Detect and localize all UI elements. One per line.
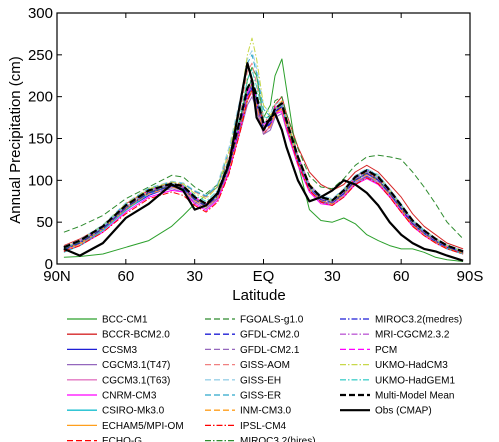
series-lines	[63, 37, 464, 262]
series-line-17	[63, 83, 464, 253]
legend-label-6: CSIRO-Mk3.0	[102, 406, 165, 417]
legend-label-3: CGCM3.1(T47)	[102, 360, 170, 371]
series-line-19	[63, 84, 464, 252]
x-tick-label: 90N	[43, 268, 71, 285]
axes: 0 50 100 150 200 250 300 90N 60 30 EQ 30 60 90S	[28, 5, 483, 285]
y-tick-label: 100	[28, 172, 53, 189]
legend-label-9: FGOALS-g1.0	[240, 315, 304, 326]
x-tick-label: 60	[393, 268, 410, 285]
series-line-22	[63, 69, 464, 252]
series-line-12	[63, 62, 464, 252]
series-line-14	[63, 54, 464, 252]
y-tick-label: 150	[28, 131, 53, 148]
legend-label-17: MIROC3.2(hires)	[240, 436, 316, 442]
series-line-6	[63, 79, 464, 255]
legend-label-12: GISS-AOM	[240, 360, 290, 371]
series-line-0	[63, 58, 464, 262]
legend-label-23: Multi-Model Mean	[375, 391, 454, 402]
x-tick-label: 90S	[457, 268, 484, 285]
legend-label-15: INM-CM3.0	[240, 406, 292, 417]
legend-label-11: GFDL-CM2.1	[240, 345, 300, 356]
series-line-15	[63, 89, 464, 254]
legend-label-0: BCC-CM1	[102, 315, 148, 326]
legend-label-13: GISS-EH	[240, 375, 281, 386]
y-axis-title: Annual Precipitation (cm)	[7, 56, 24, 224]
legend-label-2: CCSM3	[102, 345, 137, 356]
legend-label-21: UKMO-HadCM3	[375, 360, 448, 371]
x-tick-label: 60	[117, 268, 134, 285]
y-tick-label: 50	[36, 214, 53, 231]
series-line-11	[63, 86, 464, 253]
y-tick-label: 200	[28, 89, 53, 106]
legend-label-14: GISS-ER	[240, 391, 281, 402]
legend: BCC-CM1 BCCR-BCM2.0 CCSM3 CGCM3.1(T47) CGCM3…	[67, 315, 462, 442]
legend-label-16: IPSL-CM4	[240, 421, 287, 432]
legend-label-22: UKMO-HadGEM1	[375, 375, 455, 386]
legend-label-20: PCM	[375, 345, 397, 356]
legend-label-24: Obs (CMAP)	[375, 406, 432, 417]
legend-label-10: GFDL-CM2.0	[240, 330, 300, 341]
series-line-24	[63, 62, 464, 262]
x-tick-label: 30	[324, 268, 341, 285]
legend-label-19: MRI-CGCM2.3.2	[375, 330, 450, 341]
legend-label-1: BCCR-BCM2.0	[102, 330, 170, 341]
x-tick-label: 30	[186, 268, 203, 285]
series-line-8	[63, 89, 464, 253]
legend-label-7: ECHAM5/MPI-OM	[102, 421, 184, 432]
series-line-18	[63, 86, 464, 253]
series-line-23	[63, 78, 464, 253]
legend-label-18: MIROC3.2(medres)	[375, 315, 462, 326]
x-axis-title: Latitude	[232, 287, 285, 304]
series-line-10	[63, 87, 464, 253]
y-tick-label: 0	[45, 256, 53, 273]
legend-label-5: CNRM-CM3	[102, 391, 157, 402]
legend-label-8: ECHO-G	[102, 436, 142, 442]
series-line-9	[63, 79, 464, 240]
y-tick-label: 250	[28, 47, 53, 64]
legend-label-4: CGCM3.1(T63)	[102, 375, 170, 386]
series-line-2	[63, 87, 464, 253]
y-tick-label: 300	[28, 5, 53, 22]
x-tick-label: EQ	[253, 268, 275, 285]
